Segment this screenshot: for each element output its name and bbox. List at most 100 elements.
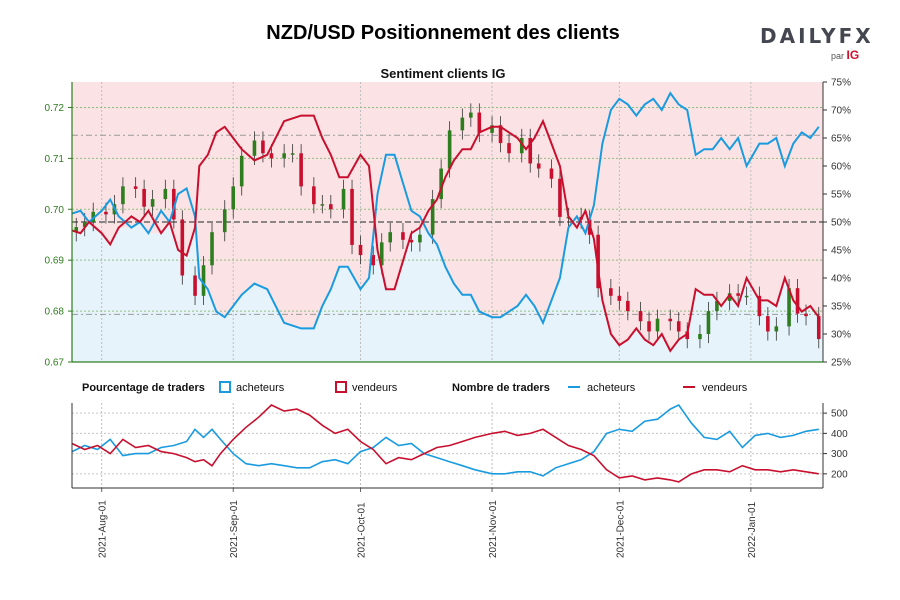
candle-body xyxy=(290,153,295,155)
lower-axes: 200 300 400 500 xyxy=(71,403,848,492)
dailyfx-logo: DAILYFX par IG xyxy=(760,24,874,64)
candle-body xyxy=(766,316,770,332)
logo-wordmark: DAILYFX xyxy=(760,24,874,48)
candle-body xyxy=(180,219,185,276)
candle-body xyxy=(261,140,265,154)
price-tick-label: 0.70 xyxy=(45,205,65,216)
legend-pct-sellers: vendeurs xyxy=(352,382,398,394)
lower-y-tick-label: 300 xyxy=(831,449,848,460)
main-axes: 0.67 0.68 0.69 0.70 0.71 0.72 25% 30% 35% 40% 45% 5… xyxy=(45,78,852,369)
percent-tick-label: 35% xyxy=(831,302,851,313)
candle-body xyxy=(418,234,422,243)
legend-pct-buyers-swatch xyxy=(219,381,231,393)
lower-y-tick-label: 400 xyxy=(831,429,848,440)
candle-body xyxy=(269,153,274,159)
candle-body xyxy=(320,204,325,206)
candle-body xyxy=(329,204,333,210)
sellers-area xyxy=(72,82,819,351)
percent-tick-label: 45% xyxy=(831,246,851,257)
candle-body xyxy=(350,188,354,245)
candle-body xyxy=(736,293,740,296)
candle-body xyxy=(201,265,206,296)
candle-body xyxy=(193,275,197,296)
x-axis-labels: 2021-Aug-01 2021-Sep-01 2021-Oct-01 2021-No… xyxy=(98,500,758,558)
lower-y-tick-label: 200 xyxy=(831,469,848,480)
candle-body xyxy=(430,199,435,235)
candle-body xyxy=(774,326,779,332)
candle-body xyxy=(239,155,244,187)
candle-body xyxy=(536,163,541,169)
percent-tick-label: 25% xyxy=(831,358,851,369)
candle-body xyxy=(715,300,719,312)
candle-body xyxy=(371,255,376,266)
candle-body xyxy=(312,186,316,205)
candle-body xyxy=(231,186,236,210)
buyers-percent-line xyxy=(71,91,820,330)
x-tick-label: 2021-Nov-01 xyxy=(488,500,499,558)
price-tick-label: 0.69 xyxy=(45,256,65,267)
candle-body xyxy=(685,331,690,340)
candle-body xyxy=(409,239,414,243)
candle-body xyxy=(91,211,96,222)
candle-body xyxy=(638,311,643,322)
sellers-area-end xyxy=(818,82,823,318)
candle-body xyxy=(401,232,405,240)
candle-body xyxy=(172,188,176,220)
x-tick-label: 2021-Aug-01 xyxy=(98,500,109,558)
logo-subtitle: par IG xyxy=(831,48,860,62)
candle-body xyxy=(469,112,473,118)
candle-body xyxy=(676,321,681,332)
candle-body xyxy=(549,168,554,179)
price-tick-label: 0.71 xyxy=(45,154,65,165)
legend-count-buyers: acheteurs xyxy=(587,382,636,394)
candle-body xyxy=(727,293,732,301)
candle-body xyxy=(655,318,660,332)
candle-body xyxy=(282,153,286,159)
candle-body xyxy=(668,318,673,322)
percent-tick-label: 40% xyxy=(831,274,851,285)
percent-tick-label: 65% xyxy=(831,134,851,145)
lower-y-tick-label: 500 xyxy=(831,409,848,420)
candle-body xyxy=(210,232,214,266)
candle-body xyxy=(617,295,622,301)
candle-body xyxy=(439,168,443,200)
lower-lines xyxy=(71,403,819,483)
candle-body xyxy=(299,153,303,187)
candle-body xyxy=(787,288,791,327)
percent-tick-label: 55% xyxy=(831,190,851,201)
candle-body xyxy=(795,288,800,314)
x-tick-label: 2021-Oct-01 xyxy=(357,502,368,558)
percent-tick-label: 50% xyxy=(831,218,851,229)
candle-body xyxy=(358,244,363,256)
percent-tick-label: 30% xyxy=(831,330,851,341)
lower-grid xyxy=(72,403,823,488)
candle-body xyxy=(647,321,651,332)
candle-body xyxy=(142,188,146,207)
x-tick-label: 2021-Sep-01 xyxy=(229,500,240,558)
percent-tick-label: 60% xyxy=(831,162,851,173)
candle-body xyxy=(163,188,168,200)
candle-body xyxy=(252,140,257,156)
candle-body xyxy=(626,300,630,312)
x-tick-label: 2021-Dec-01 xyxy=(615,500,626,558)
legend: Pourcentage de traders acheteurs vendeur… xyxy=(82,381,748,394)
candle-body xyxy=(460,117,465,131)
chart-title: NZD/USD Positionnement des clients xyxy=(266,22,620,44)
sellers-count-line xyxy=(71,404,819,483)
candle-body xyxy=(82,222,87,228)
candle-body xyxy=(816,316,821,340)
candle-body xyxy=(150,199,155,207)
legend-pct-sellers-swatch xyxy=(335,381,347,393)
candle-body xyxy=(498,125,503,144)
candle-body xyxy=(74,227,79,233)
x-tick-label: 2022-Jan-01 xyxy=(747,501,758,558)
price-tick-label: 0.72 xyxy=(45,103,65,114)
candle-body xyxy=(490,125,494,133)
main-grid xyxy=(72,82,823,363)
candle-body xyxy=(804,313,808,317)
candle-body xyxy=(519,138,524,154)
percent-tick-label: 75% xyxy=(831,78,851,89)
percent-lines xyxy=(71,91,820,353)
candle-body xyxy=(596,234,600,289)
legend-count-sellers: vendeurs xyxy=(702,382,748,394)
